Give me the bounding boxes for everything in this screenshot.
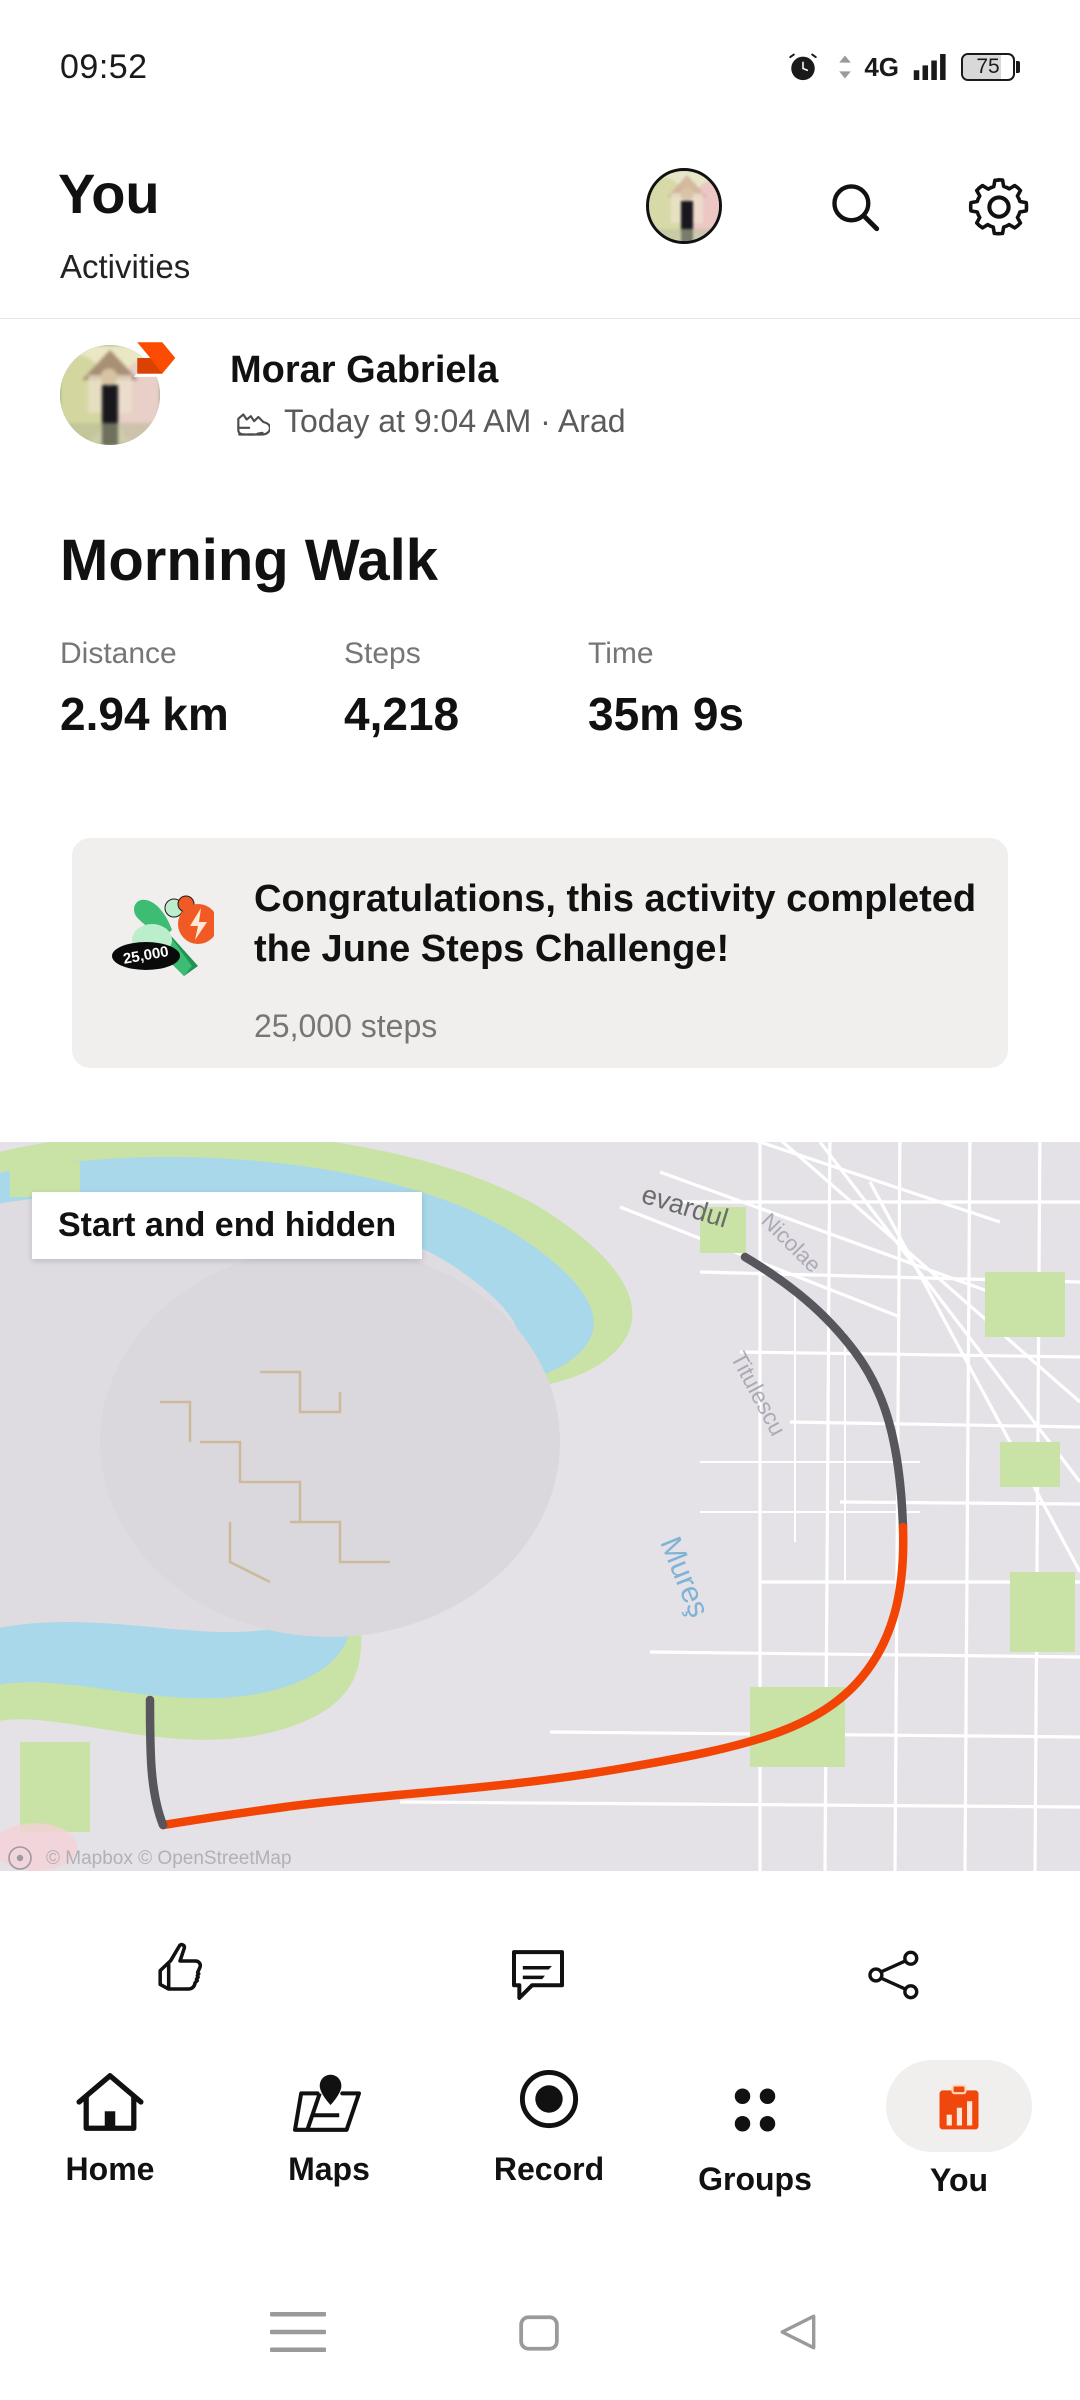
svg-text:© Mapbox © OpenStreetMap: © Mapbox © OpenStreetMap: [46, 1848, 292, 1869]
